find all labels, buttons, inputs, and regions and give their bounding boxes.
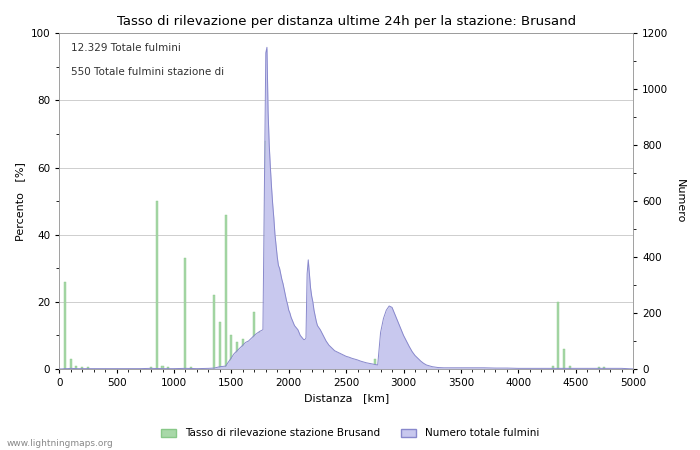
Bar bbox=[299, 359, 301, 369]
Title: Tasso di rilevazione per distanza ultime 24h per la stazione: Brusand: Tasso di rilevazione per distanza ultime… bbox=[117, 15, 575, 28]
Bar bbox=[70, 359, 71, 369]
Text: 550 Totale fulmini stazione di: 550 Totale fulmini stazione di bbox=[71, 67, 224, 77]
Y-axis label: Percento   [%]: Percento [%] bbox=[15, 162, 25, 241]
Bar bbox=[288, 352, 290, 369]
Bar bbox=[265, 141, 267, 369]
Bar bbox=[259, 332, 261, 369]
Bar bbox=[328, 365, 330, 369]
Bar bbox=[270, 225, 272, 369]
Bar bbox=[569, 365, 571, 369]
Bar bbox=[282, 319, 284, 369]
Y-axis label: Numero: Numero bbox=[675, 179, 685, 223]
Legend: Tasso di rilevazione stazione Brusand, Numero totale fulmini: Tasso di rilevazione stazione Brusand, N… bbox=[157, 424, 543, 442]
Bar bbox=[305, 362, 307, 369]
Bar bbox=[391, 362, 393, 369]
Bar bbox=[340, 365, 342, 369]
Bar bbox=[236, 342, 238, 369]
Bar bbox=[162, 365, 164, 369]
Bar bbox=[557, 302, 559, 369]
Bar bbox=[225, 215, 227, 369]
Bar bbox=[64, 282, 66, 369]
Bar bbox=[374, 359, 376, 369]
Bar bbox=[184, 258, 186, 369]
Bar bbox=[248, 342, 250, 369]
Bar bbox=[276, 295, 279, 369]
Bar bbox=[81, 367, 83, 369]
Bar bbox=[402, 365, 405, 369]
Bar bbox=[552, 365, 554, 369]
Bar bbox=[408, 365, 410, 369]
Bar bbox=[190, 367, 192, 369]
Bar bbox=[368, 365, 370, 369]
Bar bbox=[213, 295, 215, 369]
Bar bbox=[241, 339, 244, 369]
Bar bbox=[87, 367, 89, 369]
Bar bbox=[322, 362, 324, 369]
Bar bbox=[397, 362, 399, 369]
Bar bbox=[219, 322, 221, 369]
Bar bbox=[230, 335, 232, 369]
Bar bbox=[155, 201, 158, 369]
Bar bbox=[598, 367, 600, 369]
Bar bbox=[334, 365, 336, 369]
Bar bbox=[253, 312, 256, 369]
Bar bbox=[293, 356, 295, 369]
Bar bbox=[167, 367, 169, 369]
X-axis label: Distanza   [km]: Distanza [km] bbox=[304, 393, 389, 404]
Bar bbox=[564, 349, 565, 369]
Bar bbox=[379, 362, 382, 369]
Bar bbox=[316, 362, 319, 369]
Bar bbox=[150, 367, 152, 369]
Bar bbox=[311, 362, 313, 369]
Bar bbox=[76, 365, 78, 369]
Bar bbox=[385, 362, 387, 369]
Text: www.lightningmaps.org: www.lightningmaps.org bbox=[7, 439, 113, 448]
Bar bbox=[603, 367, 606, 369]
Text: 12.329 Totale fulmini: 12.329 Totale fulmini bbox=[71, 43, 181, 54]
